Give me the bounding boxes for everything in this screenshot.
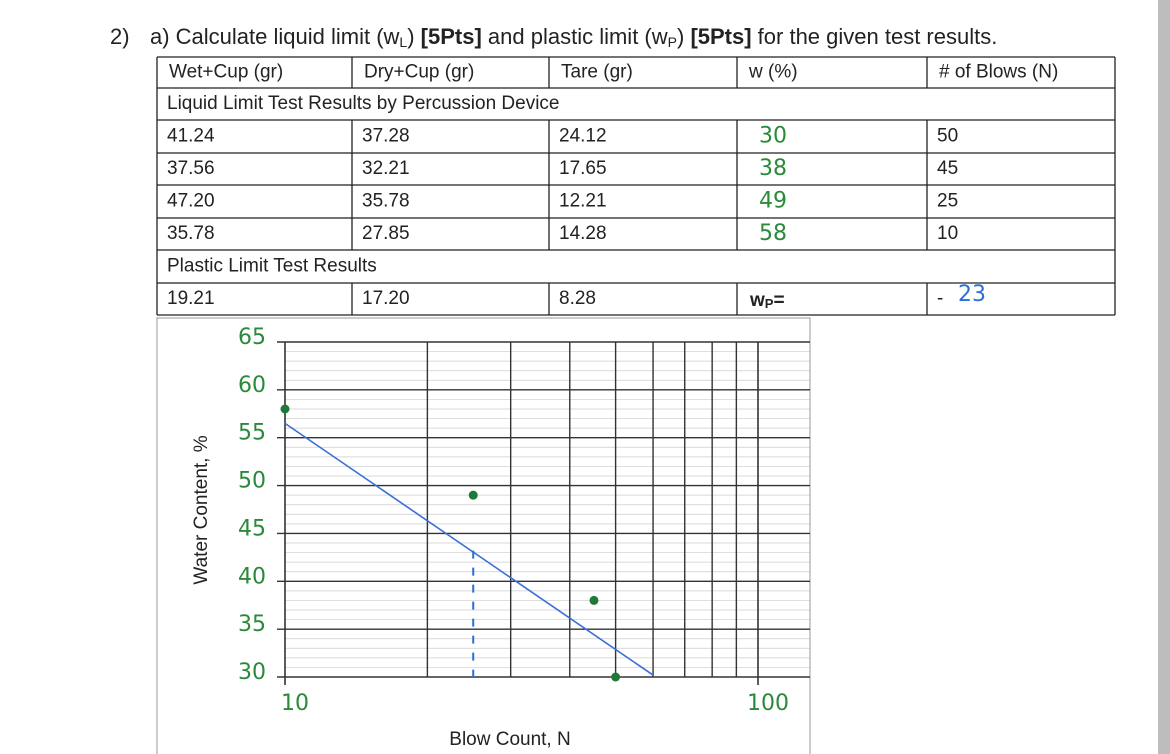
y-tick-label: 30: [238, 660, 266, 685]
label-part: P: [765, 296, 774, 311]
question-part: for the given test results.: [752, 24, 998, 49]
table-cell: 10: [937, 223, 958, 244]
y-tick-label: 35: [238, 612, 266, 637]
data-point: [468, 490, 478, 500]
table-cell: 17.65: [559, 158, 607, 179]
table: Wet+Cup (gr) Dry+Cup (gr) Tare (gr) w (%) # …: [156, 56, 1116, 316]
table-cell: 37.56: [167, 158, 215, 179]
question-part: and plastic limit (w: [482, 24, 668, 49]
table-cell: 17.20: [362, 288, 410, 309]
table-cell: 41.24: [167, 126, 215, 147]
table-header: Wet+Cup (gr): [169, 62, 283, 83]
question-number: 2): [110, 24, 130, 49]
plot: 30 35 40 45 50 55 60 65 10 100 Water Content, % Blo…: [156, 317, 811, 754]
y-tick-label: 55: [238, 421, 266, 446]
question-part: ): [407, 24, 420, 49]
y-tick-label: 65: [238, 325, 266, 350]
table-cell: 37.28: [362, 126, 410, 147]
handwritten-value: 38: [759, 156, 787, 181]
x-axis-label: Blow Count, N: [449, 729, 570, 750]
data-point: [611, 672, 621, 682]
edge-bar: [1158, 0, 1170, 754]
x-tick-label: 10: [281, 691, 309, 716]
table-cell: 35.78: [167, 223, 215, 244]
handwritten-value: 58: [759, 221, 787, 246]
data-point: [589, 595, 599, 605]
table-header: w (%): [748, 62, 798, 83]
data-point: [280, 404, 290, 414]
question-part: [5Pts]: [690, 24, 751, 49]
table-header: Dry+Cup (gr): [364, 62, 474, 83]
table-header: Tare (gr): [561, 62, 633, 83]
plastic-dash: -: [937, 288, 943, 309]
table-cell: 45: [937, 158, 958, 179]
x-tick-label: 100: [747, 691, 789, 716]
question-part: L: [399, 34, 407, 50]
label-part: w: [749, 290, 765, 311]
question-part: [5Pts]: [421, 24, 482, 49]
question-part: ): [677, 24, 690, 49]
table-cell: 35.78: [362, 191, 410, 212]
question-part: P: [668, 34, 677, 50]
table-cell: 12.21: [559, 191, 607, 212]
y-tick-label: 45: [238, 516, 266, 541]
section-title: Liquid Limit Test Results by Percussion …: [167, 93, 560, 114]
y-tick-label: 40: [238, 564, 266, 589]
table-cell: 14.28: [559, 223, 607, 244]
fit-line: [284, 422, 654, 676]
y-tick-label: 60: [238, 373, 266, 398]
question-text: a) Calculate liquid limit (wL) [5Pts] an…: [150, 24, 997, 50]
handwritten-value: 30: [759, 124, 787, 149]
table-cell: 25: [937, 191, 958, 212]
table-cell: 19.21: [167, 288, 215, 309]
y-axis-label: Water Content, %: [191, 435, 212, 584]
table-cell: 24.12: [559, 126, 607, 147]
table-cell: 32.21: [362, 158, 410, 179]
section-title: Plastic Limit Test Results: [167, 256, 377, 277]
y-tick-label: 50: [238, 469, 266, 494]
table-cell: 50: [937, 126, 958, 147]
question-part: a) Calculate liquid limit (w: [150, 24, 400, 49]
table-cell: 27.85: [362, 223, 410, 244]
plastic-label: wP=: [749, 290, 785, 311]
label-part: =: [773, 290, 784, 311]
table-cell: 47.20: [167, 191, 215, 212]
table-cell: 8.28: [559, 288, 596, 309]
table-header: # of Blows (N): [939, 62, 1058, 83]
handwritten-value: 49: [759, 189, 787, 214]
plastic-value: 23: [958, 282, 986, 307]
